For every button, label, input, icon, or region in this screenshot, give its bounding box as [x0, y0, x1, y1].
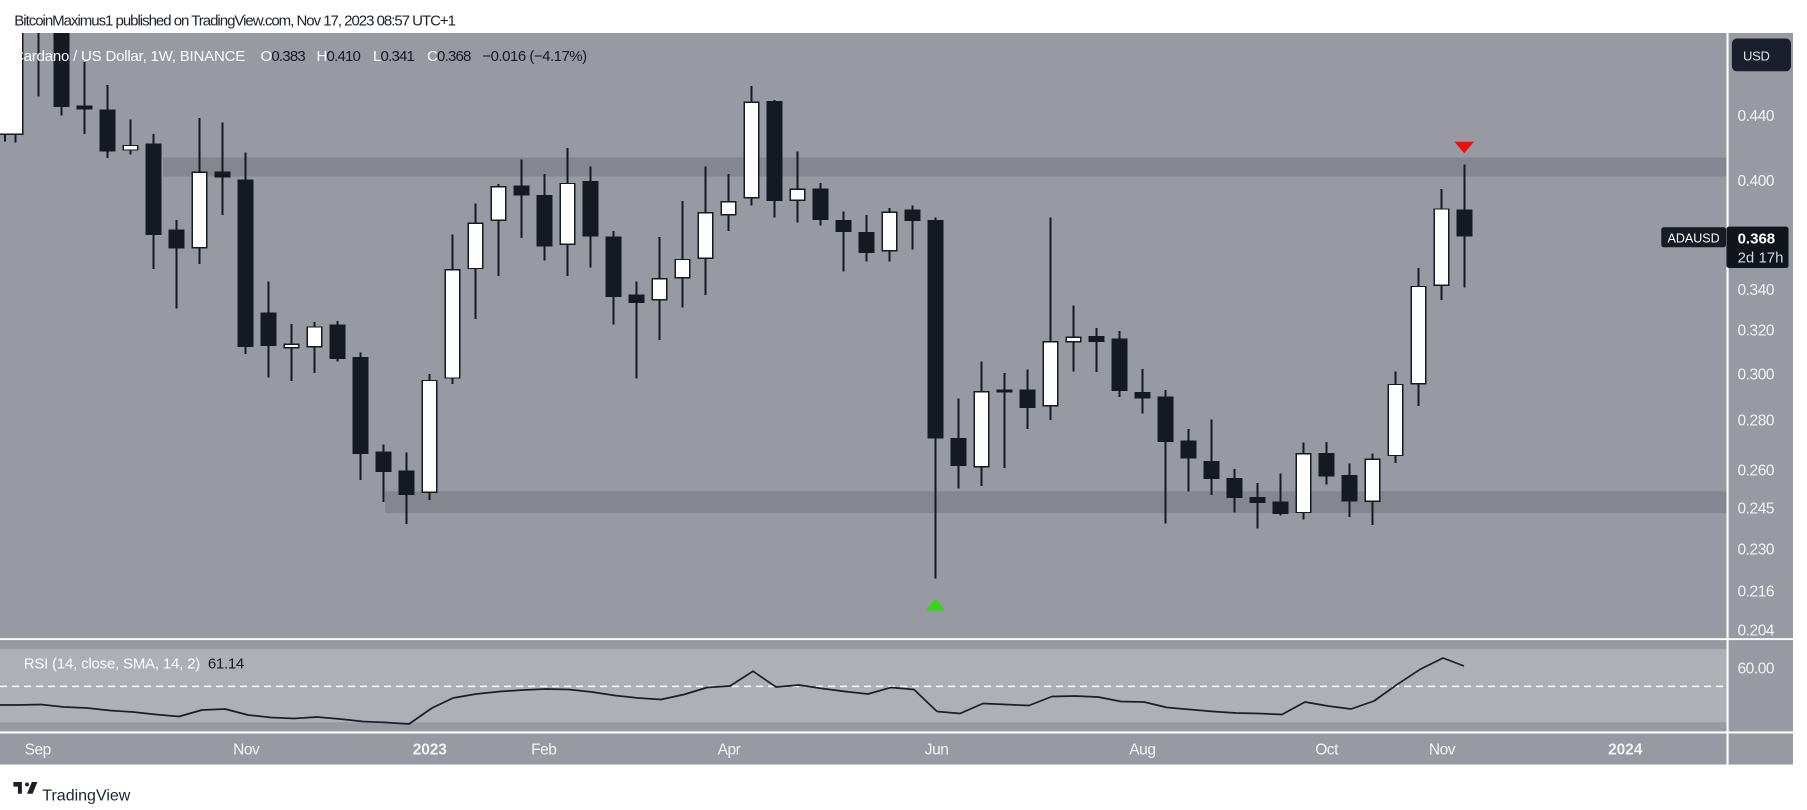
- svg-text:L0.341: L0.341: [373, 48, 415, 65]
- svg-text:0.320: 0.320: [1738, 323, 1775, 340]
- svg-text:0.216: 0.216: [1738, 584, 1775, 601]
- svg-text:0.340: 0.340: [1738, 282, 1775, 299]
- svg-text:Aug: Aug: [1129, 741, 1155, 758]
- svg-text:H0.410: H0.410: [317, 48, 361, 65]
- svg-text:Feb: Feb: [531, 741, 556, 758]
- svg-text:Nov: Nov: [1429, 741, 1456, 758]
- svg-text:60.00: 60.00: [1738, 661, 1775, 678]
- svg-text:0.368: 0.368: [1738, 231, 1776, 248]
- svg-text:Cardano / US Dollar, 1W, BINAN: Cardano / US Dollar, 1W, BINANCE: [13, 48, 245, 65]
- svg-text:BitcoinMaximus1 published on T: BitcoinMaximus1 published on TradingView…: [14, 12, 455, 29]
- svg-text:RSI (14, close, SMA, 14, 2): RSI (14, close, SMA, 14, 2): [24, 656, 201, 673]
- svg-text:Sep: Sep: [25, 741, 51, 758]
- svg-text:2d 17h: 2d 17h: [1738, 249, 1784, 266]
- svg-text:61.14: 61.14: [208, 656, 244, 673]
- svg-text:0.400: 0.400: [1738, 173, 1775, 190]
- svg-text:0.300: 0.300: [1738, 367, 1775, 384]
- svg-text:0.204: 0.204: [1738, 623, 1775, 640]
- svg-text:O0.383: O0.383: [261, 48, 306, 65]
- svg-text:0.280: 0.280: [1738, 413, 1775, 430]
- svg-text:Nov: Nov: [233, 741, 260, 758]
- svg-text:Jun: Jun: [925, 741, 949, 758]
- svg-text:2024: 2024: [1608, 741, 1643, 758]
- svg-text:Oct: Oct: [1315, 741, 1339, 758]
- svg-text:ADAUSD: ADAUSD: [1668, 231, 1720, 245]
- svg-text:USD: USD: [1743, 49, 1770, 64]
- svg-text:0.440: 0.440: [1738, 108, 1775, 125]
- svg-text:−0.016 (−4.17%): −0.016 (−4.17%): [482, 48, 587, 65]
- svg-text:0.230: 0.230: [1738, 542, 1775, 559]
- svg-text:TradingView: TradingView: [42, 788, 130, 805]
- svg-text:0.245: 0.245: [1738, 501, 1775, 518]
- svg-text:2023: 2023: [413, 741, 448, 758]
- svg-text:Apr: Apr: [718, 741, 741, 758]
- svg-text:C0.368: C0.368: [427, 48, 471, 65]
- svg-text:0.260: 0.260: [1738, 463, 1775, 480]
